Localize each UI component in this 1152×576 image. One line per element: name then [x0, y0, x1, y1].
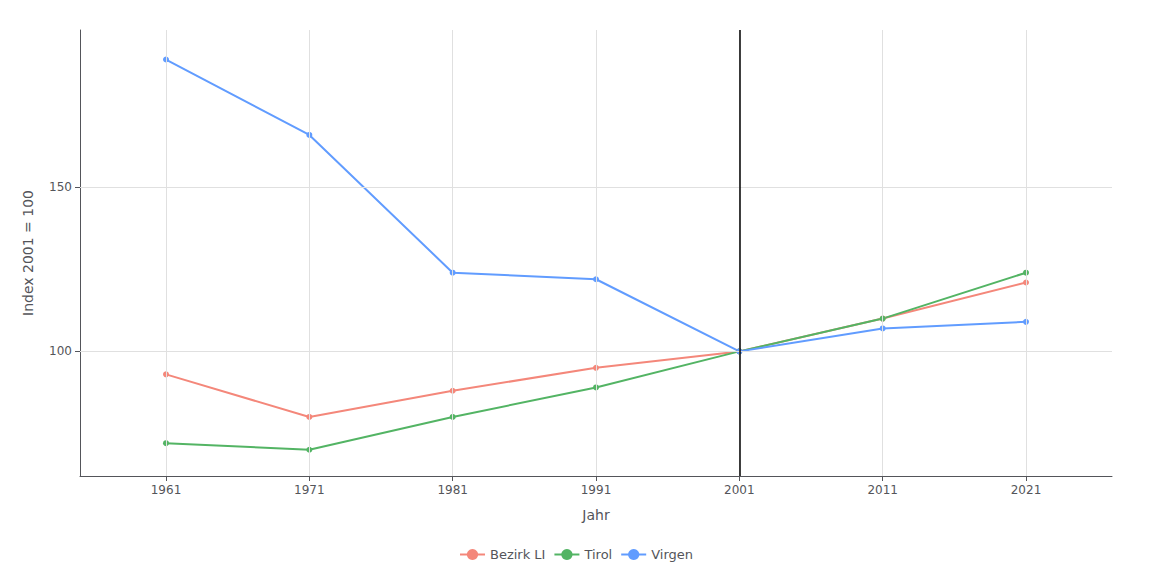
svg-text:Tirol: Tirol	[583, 547, 612, 562]
svg-text:Jahr: Jahr	[581, 507, 610, 523]
svg-text:150: 150	[49, 180, 72, 194]
svg-text:Virgen: Virgen	[651, 547, 693, 562]
svg-text:1971: 1971	[294, 483, 325, 497]
svg-text:100: 100	[49, 344, 72, 358]
svg-text:Bezirk LI: Bezirk LI	[490, 547, 545, 562]
svg-text:Index 2001 = 100: Index 2001 = 100	[20, 190, 36, 316]
svg-text:2001: 2001	[724, 483, 755, 497]
svg-text:1961: 1961	[151, 483, 182, 497]
svg-text:2011: 2011	[867, 483, 898, 497]
svg-text:1981: 1981	[437, 483, 468, 497]
svg-text:1991: 1991	[581, 483, 612, 497]
svg-text:2021: 2021	[1011, 483, 1042, 497]
